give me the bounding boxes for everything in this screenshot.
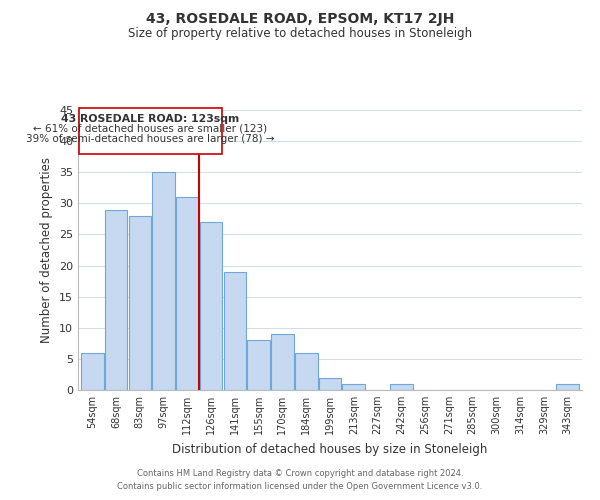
Bar: [105, 210, 127, 390]
Y-axis label: Number of detached properties: Number of detached properties: [40, 157, 53, 343]
Bar: [295, 352, 317, 390]
Bar: [271, 334, 294, 390]
Bar: [79, 108, 222, 154]
Bar: [556, 384, 579, 390]
X-axis label: Distribution of detached houses by size in Stoneleigh: Distribution of detached houses by size …: [172, 442, 488, 456]
Text: Contains HM Land Registry data © Crown copyright and database right 2024.: Contains HM Land Registry data © Crown c…: [137, 468, 463, 477]
Bar: [224, 272, 246, 390]
Bar: [81, 352, 104, 390]
Text: Contains public sector information licensed under the Open Government Licence v3: Contains public sector information licen…: [118, 482, 482, 491]
Bar: [343, 384, 365, 390]
Bar: [176, 197, 199, 390]
Text: ← 61% of detached houses are smaller (123): ← 61% of detached houses are smaller (12…: [34, 124, 268, 134]
Text: 39% of semi-detached houses are larger (78) →: 39% of semi-detached houses are larger (…: [26, 134, 275, 144]
Text: 43, ROSEDALE ROAD, EPSOM, KT17 2JH: 43, ROSEDALE ROAD, EPSOM, KT17 2JH: [146, 12, 454, 26]
Bar: [200, 222, 223, 390]
Bar: [390, 384, 413, 390]
Bar: [247, 340, 270, 390]
Text: Size of property relative to detached houses in Stoneleigh: Size of property relative to detached ho…: [128, 28, 472, 40]
Bar: [128, 216, 151, 390]
Bar: [152, 172, 175, 390]
Text: 43 ROSEDALE ROAD: 123sqm: 43 ROSEDALE ROAD: 123sqm: [61, 114, 239, 124]
Bar: [319, 378, 341, 390]
